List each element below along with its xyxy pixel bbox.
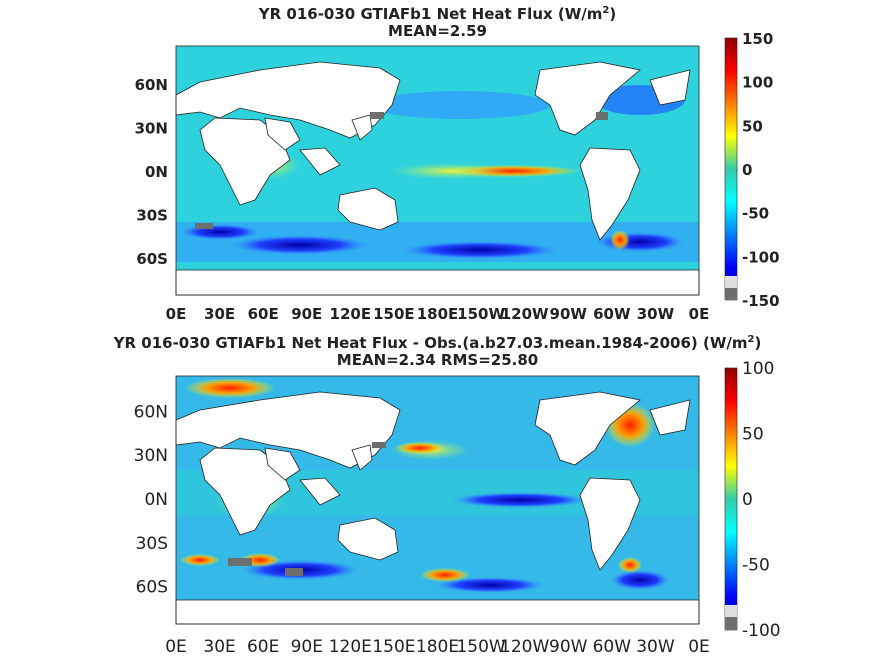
colorbar-tick-label: 100 [742, 74, 773, 92]
x-tick-label: 120W [500, 637, 549, 656]
colorbar-tick-label: 0 [742, 490, 753, 510]
x-tick-label: 150E [372, 637, 415, 656]
x-tick-label: 90E [291, 637, 323, 656]
bottom-chart-subtitle: MEAN=2.34 RMS=25.80 [336, 351, 539, 369]
x-tick-label: 60E [248, 305, 279, 323]
y-tick-label: 0N [144, 490, 168, 510]
x-tick-label: 150W [456, 637, 505, 656]
y-tick-label: 60N [134, 402, 168, 422]
y-tick-label: 30S [136, 207, 168, 225]
y-tick-label: 30N [134, 446, 168, 466]
colorbar-tick-label: 50 [742, 425, 764, 445]
x-tick-label: 90W [550, 305, 588, 323]
x-tick-label: 0E [689, 305, 710, 323]
x-tick-label: 120E [329, 637, 372, 656]
colorbar-tick-label: -50 [742, 205, 769, 223]
x-tick-label: 30E [204, 305, 235, 323]
x-tick-label: 0E [166, 305, 187, 323]
top-colorbar [724, 37, 738, 301]
x-tick-label: 0E [688, 637, 710, 656]
colorbar-tick-label: -50 [742, 556, 770, 576]
bottom-colorbar [724, 367, 738, 631]
x-tick-label: 150E [373, 305, 415, 323]
x-tick-label: 30W [636, 637, 675, 656]
colorbar-tick-label: -100 [742, 248, 780, 266]
x-tick-label: 60E [247, 637, 279, 656]
y-tick-label: 60S [136, 578, 168, 598]
x-tick-label: 30E [203, 637, 235, 656]
x-tick-label: 180E [416, 637, 459, 656]
colorbar-tick-label: 50 [742, 117, 763, 135]
bottom-map-panel [175, 375, 700, 625]
top-chart-subtitle: MEAN=2.59 [388, 22, 487, 40]
colorbar-tick-label: 0 [742, 161, 752, 179]
x-tick-label: 0E [165, 637, 187, 656]
top-map-panel [175, 45, 700, 296]
colorbar-tick-label: 100 [742, 359, 774, 379]
y-tick-label: 60N [135, 76, 168, 94]
colorbar-tick-label: -100 [742, 621, 781, 641]
y-tick-label: 30N [135, 120, 168, 138]
top-chart-title: YR 016-030 GTIAFb1 Net Heat Flux (W/m2) [258, 5, 617, 23]
x-tick-label: 120E [330, 305, 372, 323]
x-tick-label: 60W [593, 305, 631, 323]
x-tick-label: 180E [417, 305, 459, 323]
y-tick-label: 30S [136, 534, 168, 554]
x-tick-label: 90E [291, 305, 322, 323]
x-tick-label: 120W [501, 305, 549, 323]
x-tick-label: 60W [593, 637, 632, 656]
x-tick-label: 30W [637, 305, 675, 323]
y-tick-label: 60S [136, 250, 168, 268]
y-tick-label: 0N [145, 163, 168, 181]
x-tick-label: 90W [549, 637, 588, 656]
x-tick-label: 150W [457, 305, 505, 323]
colorbar-tick-label: 150 [742, 30, 773, 48]
bottom-chart-title: YR 016-030 GTIAFb1 Net Heat Flux - Obs.(… [113, 334, 762, 352]
bottom-land-masses [175, 391, 700, 625]
colorbar-tick-label: -150 [742, 292, 780, 310]
